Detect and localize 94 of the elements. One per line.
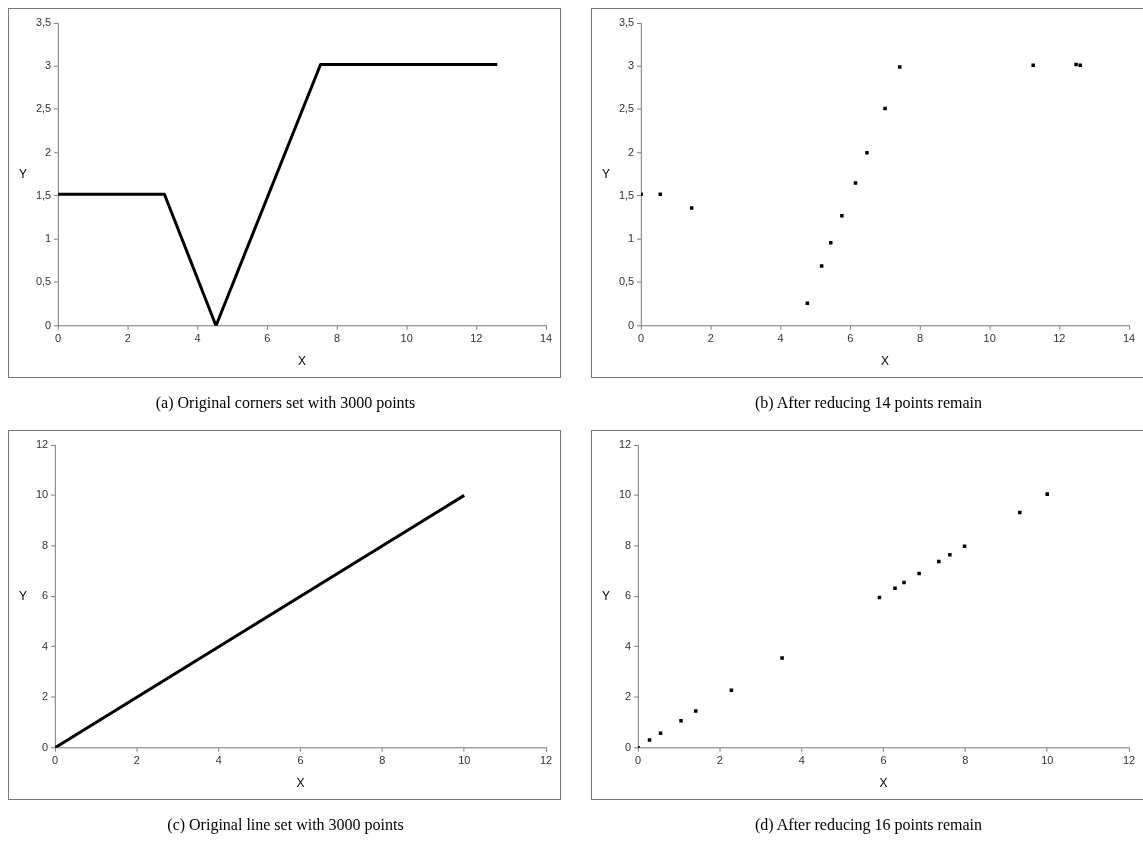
x-tick-label: 14: [1122, 332, 1136, 345]
x-tick-label: 8: [916, 332, 923, 345]
y-tick-label: 8: [41, 538, 49, 551]
x-tick-label: 12: [1122, 754, 1136, 767]
x-tick-label: 4: [798, 754, 805, 767]
point: [948, 552, 952, 557]
y-tick-label: 0: [41, 740, 49, 753]
point: [647, 738, 652, 742]
point: [805, 301, 810, 305]
x-axis-title: X: [296, 776, 305, 791]
x-tick-label: 6: [297, 754, 304, 767]
text: (b) After reducing 14 points remain: [753, 394, 983, 414]
y-tick-label: 4: [41, 639, 49, 652]
x-tick-label: 12: [470, 332, 483, 345]
y-tick-label: 1: [628, 232, 635, 245]
x-tick-label: 2: [124, 332, 131, 345]
point: [780, 656, 784, 660]
point: [1045, 492, 1049, 496]
x-tick-label: 10: [400, 332, 413, 345]
x-tick-label: 6: [847, 332, 854, 345]
text: (c) Original line set with 3000 points: [166, 816, 405, 836]
x-tick-label: 6: [264, 332, 271, 345]
x-tick-label: 4: [194, 332, 201, 345]
x-axis-title: X: [879, 776, 888, 791]
x-tick-label: 8: [962, 754, 969, 767]
point: [917, 571, 921, 576]
x-tick-label: 4: [215, 754, 222, 767]
point: [729, 688, 734, 692]
y-tick-label: 1,5: [35, 188, 52, 201]
y-tick-label: 0,5: [35, 275, 52, 288]
x-tick-label: 2: [707, 332, 714, 345]
x-tick-label: 0: [638, 332, 645, 345]
y-tick-label: 12: [618, 437, 632, 450]
x-tick-label: 12: [1053, 332, 1066, 345]
y-tick-label: 2: [628, 145, 635, 158]
y-tick-label: 1,5: [618, 188, 635, 201]
y-tick-label: 2: [45, 145, 52, 158]
y-tick-label: 3: [45, 59, 52, 72]
y-tick-label: 3,5: [618, 15, 635, 28]
y-tick-label: 3,5: [35, 15, 52, 28]
y-tick-label: 12: [35, 437, 49, 450]
x-tick-label: 12: [539, 754, 553, 767]
y-axis-title: Y: [601, 588, 610, 603]
point: [865, 150, 869, 155]
y-tick-label: 2,5: [618, 102, 635, 115]
y-tick-label: 2: [624, 690, 632, 703]
point: [902, 580, 906, 585]
y-tick-label: 0: [624, 740, 632, 753]
y-tick-label: 0: [628, 318, 635, 331]
y-tick-label: 10: [618, 488, 632, 501]
y-tick-label: 3: [628, 59, 635, 72]
point: [1074, 62, 1078, 67]
text: (d) After reducing 16 points remain: [753, 816, 983, 836]
y-axis-title: Y: [18, 166, 27, 181]
x-tick-label: 8: [333, 332, 340, 345]
x-tick-label: 2: [133, 754, 140, 767]
y-tick-label: 10: [35, 488, 49, 501]
point: [658, 192, 663, 196]
y-axis-title: Y: [601, 166, 610, 181]
x-tick-label: 10: [983, 332, 996, 345]
point: [1031, 63, 1035, 68]
y-tick-label: 0,5: [618, 275, 635, 288]
y-axis-title: Y: [18, 588, 27, 603]
x-tick-label: 4: [777, 332, 784, 345]
point: [1078, 63, 1083, 68]
x-tick-label: 10: [1041, 754, 1054, 767]
x-tick-label: 6: [880, 754, 887, 767]
point: [883, 106, 887, 111]
y-tick-label: 6: [41, 589, 49, 602]
x-tick-label: 2: [716, 754, 723, 767]
x-axis-title: X: [298, 354, 307, 369]
y-tick-label: 2,5: [35, 102, 52, 115]
point: [679, 718, 683, 723]
y-tick-label: 2: [41, 690, 49, 703]
point: [893, 586, 897, 590]
point: [937, 559, 941, 564]
x-tick-label: 8: [379, 754, 386, 767]
point: [897, 65, 902, 69]
point: [689, 206, 694, 210]
x-tick-label: 14: [539, 332, 553, 345]
point: [819, 264, 824, 268]
y-tick-label: 1: [45, 232, 52, 245]
y-tick-label: 4: [624, 639, 632, 652]
x-tick-label: 10: [458, 754, 471, 767]
x-axis-title: X: [881, 354, 890, 369]
point: [1018, 510, 1022, 515]
text: (a) Original corners set with 3000 points: [154, 394, 417, 414]
point: [694, 709, 698, 713]
x-tick-label: 0: [55, 332, 62, 345]
point: [853, 181, 858, 185]
y-tick-label: 8: [624, 538, 632, 551]
point: [840, 214, 844, 218]
y-tick-label: 6: [624, 589, 632, 602]
y-tick-label: 0: [45, 318, 52, 331]
